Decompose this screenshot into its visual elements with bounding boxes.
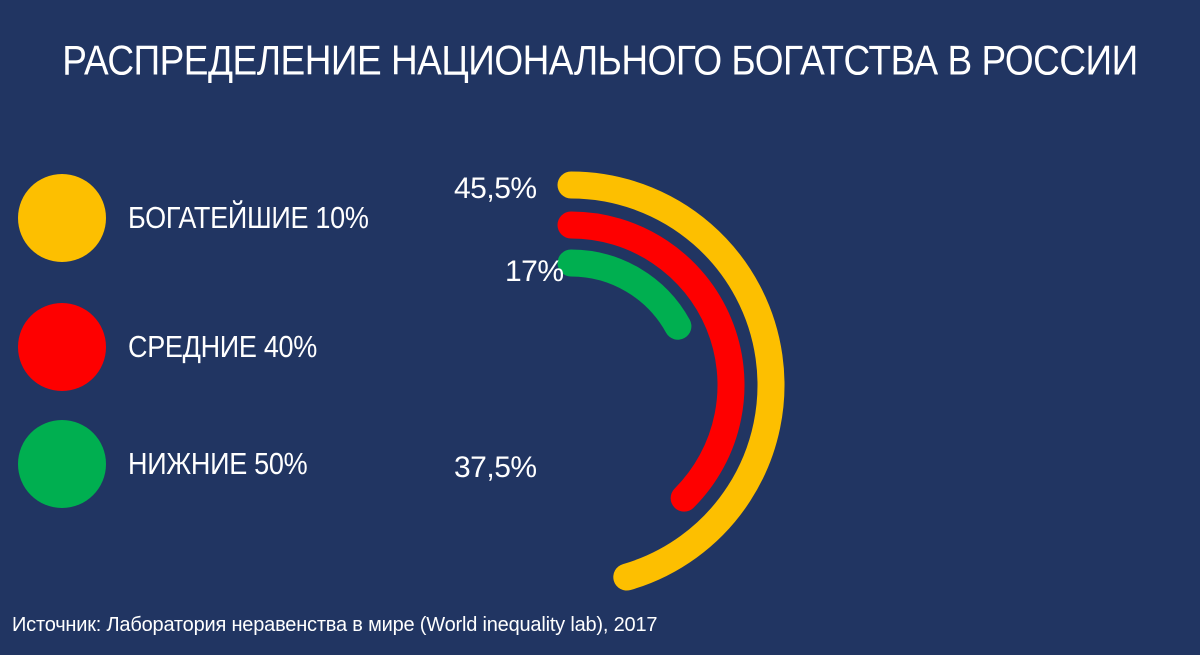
legend-label-richest: БОГАТЕЙШИЕ 10%: [128, 200, 369, 235]
source-note: Источник: Лаборатория неравенства в мире…: [12, 614, 658, 636]
arc-middle: [557, 211, 745, 512]
legend-item-richest: БОГАТЕЙШИЕ 10%: [18, 174, 418, 262]
value-label-richest: 45,5%: [454, 172, 537, 205]
arc-bottom: [557, 249, 692, 340]
value-label-middle: 37,5%: [454, 451, 537, 484]
legend-item-bottom: НИЖНИЕ 50%: [18, 420, 418, 508]
legend-swatch-middle: [18, 303, 106, 391]
arc-richest: [557, 171, 785, 591]
chart-title: РАСПРЕДЕЛЕНИЕ НАЦИОНАЛЬНОГО БОГАТСТВА В …: [62, 37, 1138, 84]
legend-label-bottom: НИЖНИЕ 50%: [128, 446, 308, 481]
value-label-bottom: 17%: [505, 255, 564, 288]
legend-swatch-bottom: [18, 420, 106, 508]
legend-swatch-richest: [18, 174, 106, 262]
legend-item-middle: СРЕДНИЕ 40%: [18, 303, 418, 391]
legend-label-middle: СРЕДНИЕ 40%: [128, 329, 317, 364]
